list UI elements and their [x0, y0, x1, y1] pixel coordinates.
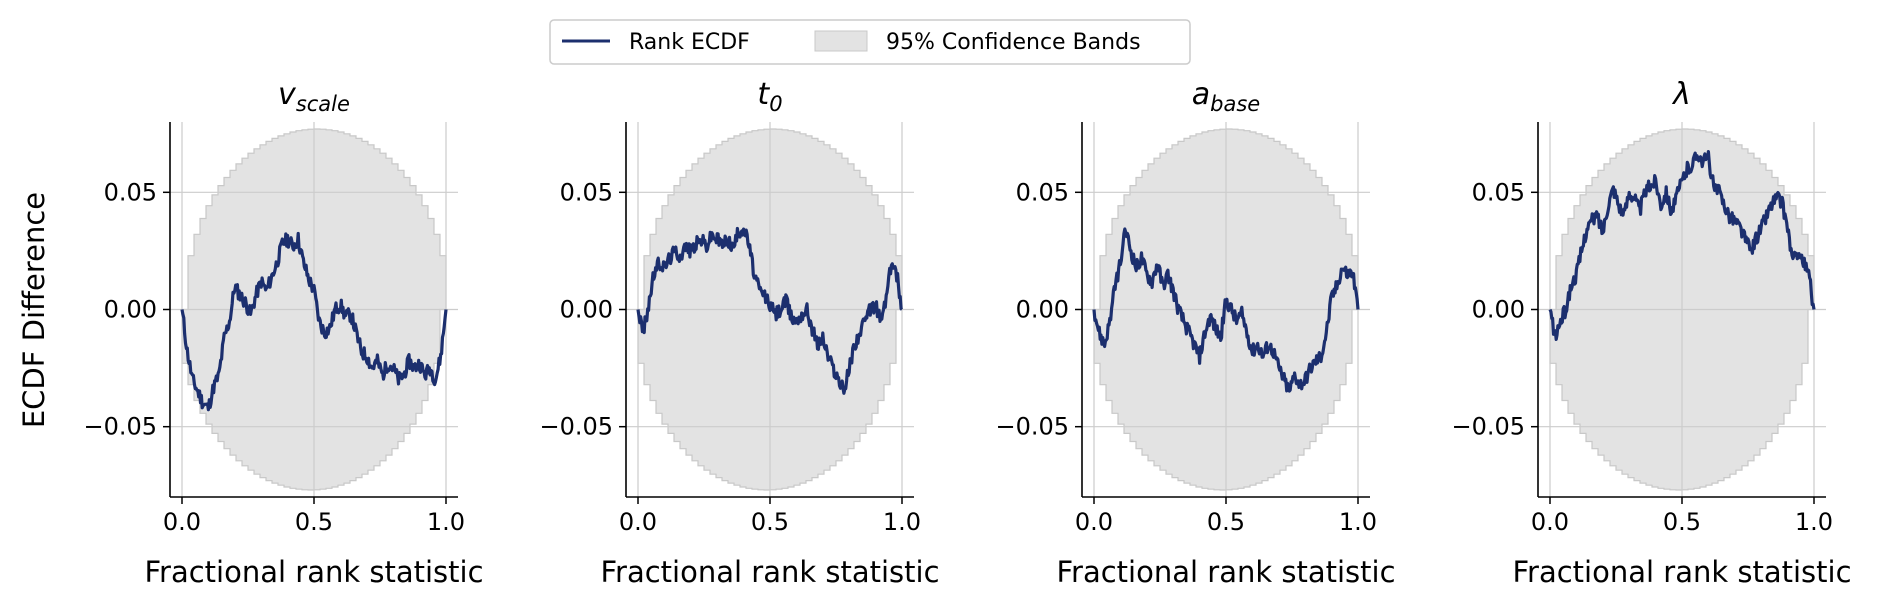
y-tick-label: 0.00	[104, 296, 157, 324]
panel-title-subscript: 0	[769, 92, 782, 116]
panel-title-base: a	[1192, 77, 1210, 112]
panel-title-subscript: scale	[296, 92, 350, 116]
legend: Rank ECDF 95% Confidence Bands	[549, 19, 1191, 65]
legend-frame	[549, 19, 1191, 65]
panel-t0: 0.0 0.5 1.0 −0.05 0.00 0.05 Fractional rank st…	[539, 77, 939, 589]
x-tick-label: 0.5	[751, 508, 789, 536]
x-tick-label: 0.0	[1075, 508, 1113, 536]
legend-band-swatch	[814, 30, 868, 52]
y-tick-label: 0.00	[1472, 296, 1525, 324]
ecdf-line	[180, 231, 448, 412]
panel-v-scale: 0.0 0.5 1.0 −0.05 0.00 0.05 Fractional rank st…	[83, 77, 483, 589]
x-tick-label: 0.5	[295, 508, 333, 536]
x-tick-label: 1.0	[883, 508, 921, 536]
y-tick-label: −0.05	[1451, 413, 1525, 441]
panel-title: abase	[1192, 77, 1260, 116]
legend-label-confidence-bands: 95% Confidence Bands	[886, 30, 1141, 55]
panel-title-base: t	[757, 77, 770, 112]
x-tick-label: 0.0	[619, 508, 657, 536]
x-tick-label: 0.5	[1663, 508, 1701, 536]
x-tick-label: 1.0	[1795, 508, 1833, 536]
y-tick-label: −0.05	[539, 413, 613, 441]
y-tick-label: 0.05	[1472, 178, 1525, 206]
y-tick-label: 0.05	[104, 178, 157, 206]
x-tick-label: 1.0	[1339, 508, 1377, 536]
x-axis-label: Fractional rank statistic	[1056, 555, 1395, 589]
ecdf-line	[636, 226, 904, 395]
y-tick-label: 0.00	[560, 296, 613, 324]
panel-title: vscale	[278, 77, 350, 116]
y-tick-label: −0.05	[83, 413, 157, 441]
x-tick-label: 0.0	[1531, 508, 1569, 536]
ecdf-line	[1092, 227, 1360, 393]
panel-title: t0	[757, 77, 782, 116]
x-axis-label: Fractional rank statistic	[1512, 555, 1851, 589]
legend-label-rank-ecdf: Rank ECDF	[629, 30, 750, 55]
y-tick-label: 0.05	[1016, 178, 1069, 206]
x-tick-label: 1.0	[427, 508, 465, 536]
y-tick-label: 0.00	[1016, 296, 1069, 324]
x-tick-label: 0.5	[1207, 508, 1245, 536]
panel-title-base: λ	[1671, 77, 1691, 112]
panel-title-subscript: base	[1210, 92, 1260, 116]
panel-title: λ	[1671, 77, 1691, 112]
panel-lambda: 0.0 0.5 1.0 −0.05 0.00 0.05 Fractional rank st…	[1451, 77, 1851, 589]
x-axis-label: Fractional rank statistic	[600, 555, 939, 589]
panel-title-base: v	[278, 77, 297, 112]
x-tick-label: 0.0	[163, 508, 201, 536]
x-axis-label: Fractional rank statistic	[144, 555, 483, 589]
ecdf-line	[1548, 150, 1816, 341]
y-axis-label: ECDF Difference	[17, 192, 51, 428]
y-tick-label: −0.05	[995, 413, 1069, 441]
y-tick-label: 0.05	[560, 178, 613, 206]
panel-a-base: 0.0 0.5 1.0 −0.05 0.00 0.05 Fractional rank st…	[995, 77, 1395, 589]
